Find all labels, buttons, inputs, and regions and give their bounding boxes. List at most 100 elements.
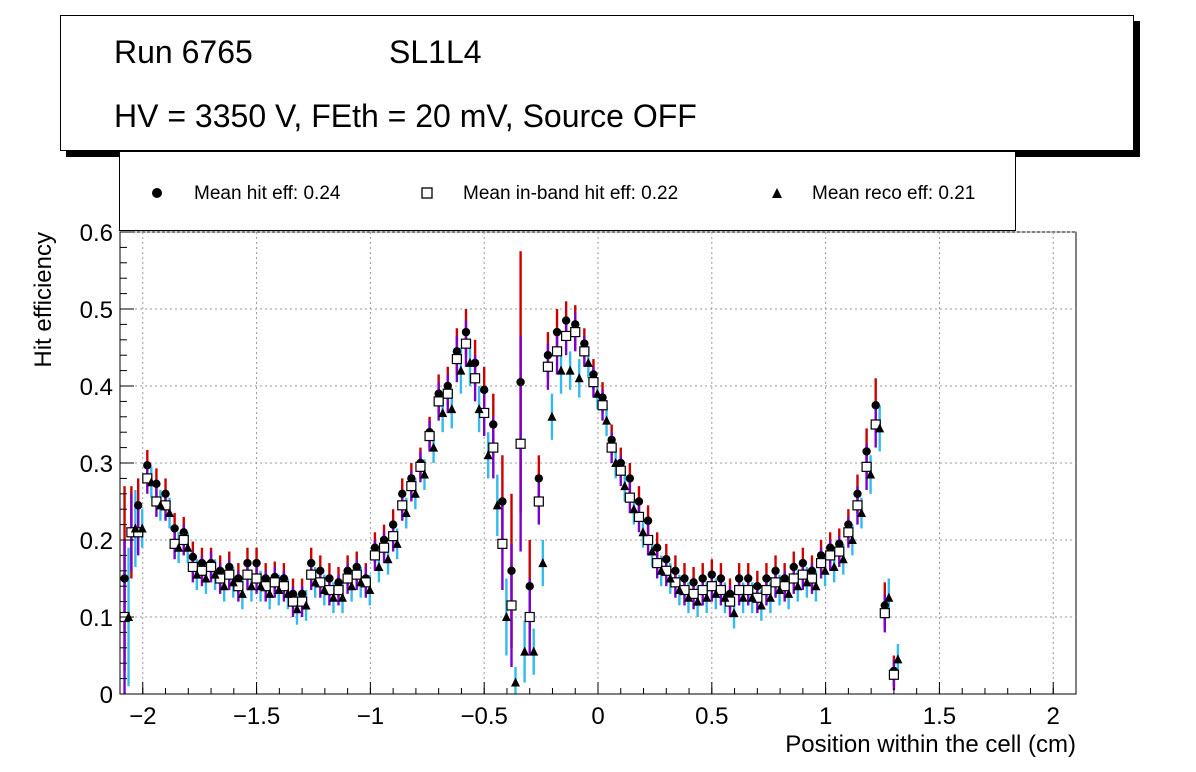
point-hit-eff — [862, 447, 871, 456]
point-reco-eff — [356, 577, 366, 587]
point-reco-eff — [738, 592, 748, 602]
point-hit-eff — [744, 574, 753, 583]
point-inband-eff — [879, 608, 890, 619]
y-tick-label: 0 — [100, 682, 113, 709]
point-reco-eff — [265, 588, 275, 598]
point-reco-eff — [374, 561, 384, 571]
point-reco-eff — [511, 677, 521, 687]
point-hit-eff — [698, 574, 707, 583]
point-hit-eff — [279, 574, 289, 583]
point-hit-eff — [625, 474, 635, 483]
point-hit-eff — [552, 327, 562, 337]
point-hit-eff — [197, 558, 207, 568]
point-inband-eff — [588, 377, 599, 388]
point-reco-eff — [274, 585, 284, 595]
point-hit-eff — [516, 377, 525, 387]
point-hit-eff — [734, 574, 744, 583]
data-markers — [119, 316, 903, 687]
point-inband-eff — [542, 361, 554, 372]
point-hit-eff — [807, 566, 817, 575]
point-hit-eff — [607, 435, 616, 445]
point-inband-eff — [506, 600, 517, 611]
point-reco-eff — [847, 535, 857, 544]
point-hit-eff — [188, 552, 198, 562]
legend-inband-eff: Mean in-band hit eff: 0.22 — [463, 183, 679, 204]
point-hit-eff — [662, 555, 671, 564]
x-tick-label: 2 — [1047, 703, 1060, 730]
point-inband-eff — [652, 557, 663, 569]
y-tick-label: 0.1 — [80, 605, 113, 632]
point-reco-eff — [747, 592, 757, 602]
point-reco-eff — [811, 581, 821, 591]
point-hit-eff — [825, 543, 835, 552]
point-inband-eff — [734, 584, 745, 596]
point-reco-eff — [137, 523, 147, 533]
point-hit-eff — [780, 574, 789, 583]
point-reco-eff — [319, 585, 329, 595]
point-reco-eff — [674, 585, 684, 595]
point-reco-eff — [592, 388, 602, 398]
point-reco-eff — [383, 554, 393, 564]
point-reco-eff — [693, 596, 703, 606]
point-hit-eff — [452, 347, 462, 356]
point-hit-eff — [215, 566, 225, 575]
x-tick-label: −1.5 — [233, 703, 280, 730]
point-inband-eff — [178, 534, 189, 546]
point-hit-eff — [816, 551, 826, 560]
x-axis-label: Position within the cell (cm) — [785, 731, 1076, 758]
legend-marker-triangle-icon — [772, 188, 782, 198]
point-reco-eff — [866, 469, 876, 479]
layer-label: SL1L4 — [389, 34, 482, 70]
point-inband-eff — [278, 581, 289, 592]
x-tick-label: −1 — [357, 703, 384, 730]
point-inband-eff — [415, 461, 426, 472]
point-reco-eff — [492, 500, 502, 510]
point-inband-eff — [843, 527, 854, 538]
legend: Mean hit eff: 0.24 Mean in-band hit eff:… — [119, 152, 1016, 231]
point-reco-eff — [756, 600, 766, 610]
point-inband-eff — [342, 573, 353, 584]
point-inband-eff — [251, 573, 262, 584]
point-hit-eff — [498, 497, 507, 506]
point-reco-eff — [183, 542, 193, 552]
point-reco-eff — [793, 581, 803, 591]
point-hit-eff — [753, 582, 762, 591]
point-reco-eff — [447, 404, 457, 414]
point-hit-eff — [871, 401, 880, 410]
point-hit-eff — [325, 574, 334, 583]
legend-hit-eff: Mean hit eff: 0.24 — [194, 183, 341, 204]
point-reco-eff — [784, 588, 794, 598]
point-hit-eff — [316, 566, 325, 575]
point-reco-eff — [429, 442, 439, 452]
point-reco-eff — [130, 523, 140, 533]
point-hit-eff — [479, 385, 489, 395]
point-inband-eff — [815, 557, 827, 569]
point-hit-eff — [134, 501, 143, 510]
point-inband-eff — [269, 577, 280, 588]
point-hit-eff — [571, 320, 580, 329]
point-inband-eff — [378, 542, 390, 553]
point-inband-eff — [451, 353, 462, 365]
point-inband-eff — [761, 584, 772, 596]
legend-reco-eff: Mean reco eff: 0.21 — [812, 183, 976, 204]
point-inband-eff — [433, 396, 444, 407]
y-tick-label: 0.4 — [80, 374, 113, 401]
legend-marker-square-icon — [421, 187, 433, 199]
point-hit-eff — [634, 497, 644, 506]
point-hit-eff — [707, 570, 717, 579]
point-hit-eff — [120, 574, 129, 583]
point-hit-eff — [143, 461, 152, 470]
point-reco-eff — [565, 365, 575, 375]
point-inband-eff — [743, 584, 754, 596]
y-tick-label: 0.3 — [80, 451, 113, 478]
point-reco-eff — [219, 581, 229, 591]
point-inband-eff — [306, 569, 317, 580]
point-hit-eff — [261, 574, 270, 583]
x-tick-label: 1 — [819, 703, 832, 730]
point-reco-eff — [656, 565, 666, 575]
point-reco-eff — [611, 458, 621, 467]
point-reco-eff — [155, 500, 165, 510]
legend-marker-circle-icon — [152, 188, 162, 198]
point-hit-eff — [580, 339, 589, 348]
